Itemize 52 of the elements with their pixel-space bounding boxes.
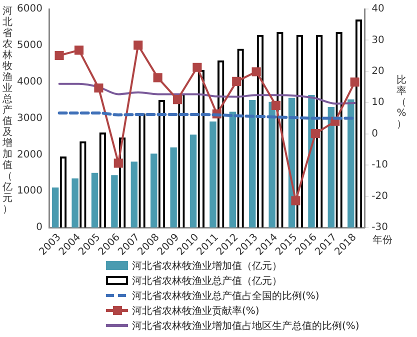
x-axis-title: 年份 — [372, 234, 393, 246]
bar — [268, 102, 276, 228]
y2-tick-label: -10 — [372, 160, 388, 171]
legend-label: 河北省农林牧渔业增加值（亿元） — [132, 260, 282, 272]
y2-tick-label: 10 — [372, 97, 384, 108]
bar — [170, 147, 177, 228]
text: 河北省农林牧渔业总产值及增加值（亿元） — [2, 6, 12, 215]
y2-tick-label: 40 — [372, 4, 384, 15]
y-tick-label: 3000 — [16, 112, 42, 124]
y-tick-label: 1000 — [16, 186, 42, 197]
legend-label: 河北省农林牧渔业总产值占全国的比例(%) — [132, 290, 320, 302]
y-tick-label: 0 — [36, 222, 42, 234]
point — [153, 73, 162, 82]
legend-label: 河北省农林牧渔业增加值占地区生产总值的比例(%) — [132, 320, 360, 332]
bar — [130, 162, 138, 228]
y2-tick-label: 30 — [372, 34, 384, 46]
point — [192, 62, 202, 72]
point — [291, 196, 300, 206]
legend-label: 河北省农林牧渔业贡献率(%) — [132, 304, 260, 318]
y2-tick-label: -30 — [372, 222, 388, 234]
bar — [348, 99, 354, 228]
y2-axis-title: 比率（%） — [396, 75, 407, 130]
bar — [91, 172, 98, 228]
y2-tick-label: -20 — [372, 190, 388, 202]
line-series — [58, 82, 356, 105]
y-tick-label: 5000 — [16, 40, 42, 52]
bar — [328, 106, 335, 228]
y2-tick-label: 20 — [372, 66, 384, 78]
y-tick-label: 6000 — [16, 4, 42, 15]
y2-tick-label: 0 — [372, 128, 378, 140]
point — [232, 76, 242, 86]
point — [54, 50, 64, 60]
point — [252, 67, 261, 76]
point — [310, 129, 320, 138]
point — [172, 94, 182, 104]
bar — [52, 187, 59, 228]
bar — [249, 100, 256, 228]
bar — [150, 154, 158, 228]
point — [350, 78, 360, 87]
bar — [229, 112, 236, 228]
bar — [190, 134, 197, 228]
point — [94, 83, 104, 93]
y-tick-label: 4000 — [16, 76, 42, 88]
point — [114, 158, 123, 168]
point — [134, 40, 143, 50]
point — [74, 46, 84, 55]
legend-label: 河北省农林牧渔业总产值（亿元） — [132, 274, 282, 288]
y-tick-label: 2000 — [16, 149, 42, 160]
bar — [111, 175, 118, 228]
point — [271, 100, 281, 110]
bar — [72, 178, 78, 228]
bar — [210, 122, 216, 228]
